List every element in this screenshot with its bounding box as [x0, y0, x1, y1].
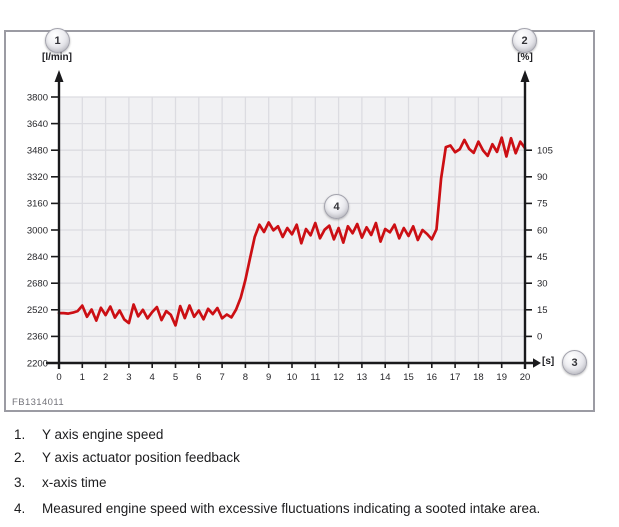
svg-text:4: 4 — [150, 372, 155, 383]
svg-text:3320: 3320 — [27, 172, 48, 183]
svg-text:2840: 2840 — [27, 252, 48, 263]
svg-text:9: 9 — [266, 372, 271, 383]
x-axis-ticks: 0 1 2 3 4 5 6 7 8 9 10 11 12 13 14 15 16 17 18 19 20 — [56, 363, 530, 383]
svg-text:12: 12 — [333, 372, 344, 383]
svg-text:2360: 2360 — [27, 332, 48, 343]
callout-3-x-axis: 3 — [562, 350, 587, 375]
legend-item-text: Y axis engine speed — [42, 427, 164, 442]
svg-text:3160: 3160 — [27, 199, 48, 210]
svg-text:0: 0 — [56, 372, 61, 383]
svg-text:90: 90 — [537, 172, 548, 183]
right-axis-unit-label: [%] — [517, 52, 533, 63]
callout-1-left-axis: 1 — [45, 28, 70, 53]
svg-text:15: 15 — [403, 372, 414, 383]
svg-text:7: 7 — [219, 372, 224, 383]
svg-text:14: 14 — [380, 372, 391, 383]
svg-text:1: 1 — [80, 372, 85, 383]
svg-text:16: 16 — [427, 372, 438, 383]
svg-text:75: 75 — [537, 199, 548, 210]
left-axis-unit-label: [l/min] — [42, 52, 72, 63]
trace-measured-engine-speed — [57, 136, 527, 327]
svg-text:3800: 3800 — [27, 92, 48, 103]
svg-text:5: 5 — [173, 372, 178, 383]
legend-item-text: Y axis actuator position feedback — [42, 450, 240, 465]
legend-item-text: Measured engine speed with excessive flu… — [42, 501, 541, 516]
svg-text:18: 18 — [473, 372, 484, 383]
legend-item-number: 1. — [14, 427, 26, 442]
svg-text:45: 45 — [537, 252, 548, 263]
right-axis-ticks: 0 15 30 45 60 75 90 105 — [525, 146, 553, 343]
legend-item-text: x-axis time — [42, 475, 107, 490]
svg-text:13: 13 — [357, 372, 368, 383]
svg-text:3: 3 — [126, 372, 131, 383]
svg-text:30: 30 — [537, 279, 548, 290]
svg-text:6: 6 — [196, 372, 201, 383]
svg-text:3000: 3000 — [27, 225, 48, 236]
legend-item-number: 3. — [14, 475, 26, 490]
left-axis-ticks: 2200 2360 2520 2680 2840 3000 3160 3320 3480 3640… — [27, 92, 59, 369]
svg-text:20: 20 — [520, 372, 531, 383]
svg-text:3480: 3480 — [27, 146, 48, 157]
svg-text:8: 8 — [243, 372, 248, 383]
svg-text:15: 15 — [537, 305, 548, 316]
svg-text:2: 2 — [103, 372, 108, 383]
svg-text:105: 105 — [537, 146, 553, 157]
svg-text:17: 17 — [450, 372, 461, 383]
svg-text:2520: 2520 — [27, 305, 48, 316]
callout-4-trace: 4 — [324, 194, 349, 219]
svg-text:3640: 3640 — [27, 119, 48, 130]
legend-item-number: 2. — [14, 450, 26, 465]
svg-text:19: 19 — [496, 372, 507, 383]
callout-2-right-axis: 2 — [512, 28, 537, 53]
svg-text:60: 60 — [537, 225, 548, 236]
svg-text:11: 11 — [310, 372, 320, 383]
svg-text:2680: 2680 — [27, 279, 48, 290]
svg-text:10: 10 — [287, 372, 298, 383]
svg-text:0: 0 — [537, 332, 542, 343]
svg-text:2200: 2200 — [27, 358, 48, 369]
legend-item-number: 4. — [14, 501, 26, 516]
figure-code: FB1314011 — [12, 397, 65, 408]
axes — [46, 70, 541, 369]
x-axis-unit-label: [s] — [542, 356, 555, 367]
